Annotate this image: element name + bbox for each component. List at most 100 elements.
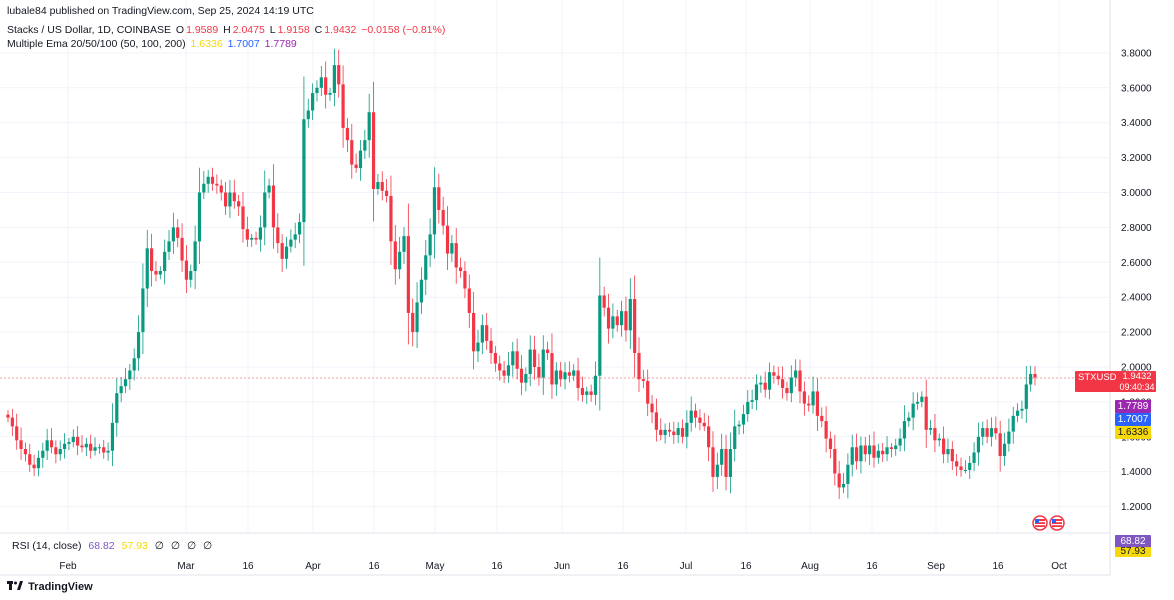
candle — [933, 414, 937, 453]
price-tag-price-right: 1.9432 — [1122, 371, 1152, 382]
candle — [837, 460, 841, 499]
candle — [54, 440, 58, 464]
candle — [97, 443, 101, 454]
candle — [384, 179, 389, 203]
candle — [32, 454, 36, 477]
candle — [93, 437, 97, 456]
candle — [350, 123, 354, 179]
candle — [946, 438, 950, 463]
candle — [737, 420, 741, 435]
candle — [989, 417, 994, 447]
candle — [815, 378, 820, 432]
candle — [176, 219, 180, 248]
candle — [685, 410, 689, 449]
x-tick-label: 16 — [491, 561, 503, 572]
candle — [928, 419, 933, 435]
ohlc-l-label: L — [269, 24, 276, 36]
candle — [1007, 418, 1011, 452]
candle — [171, 212, 175, 254]
y-axis: 1.20001.40001.60001.80002.00002.20002.40… — [1121, 48, 1152, 513]
candle — [593, 361, 598, 406]
candle — [28, 443, 32, 472]
ema-value-50: 1.7007 — [227, 38, 260, 50]
candle — [754, 374, 759, 411]
candle — [180, 223, 184, 272]
candle — [667, 422, 672, 437]
candle — [702, 412, 706, 432]
y-tick-label: 3.0000 — [1121, 188, 1152, 199]
candle — [750, 389, 754, 410]
x-tick-label: Sep — [927, 561, 945, 572]
candle — [876, 443, 880, 464]
x-tick-label: Apr — [305, 561, 321, 572]
candle — [746, 389, 750, 422]
candle — [707, 415, 711, 462]
candle — [280, 234, 284, 272]
candle — [767, 362, 772, 400]
candle — [920, 391, 924, 408]
candle — [611, 303, 615, 339]
candle — [411, 298, 415, 347]
candle — [641, 369, 645, 389]
candle — [850, 434, 854, 477]
tradingview-brand[interactable]: TradingView — [7, 581, 93, 593]
candle — [428, 218, 432, 268]
candle — [467, 274, 471, 329]
y-tick-label: 3.8000 — [1121, 48, 1152, 59]
rsi-label: RSI (14, close) — [12, 540, 82, 552]
candle — [480, 314, 484, 355]
candle — [606, 293, 611, 344]
candle — [659, 418, 663, 441]
candle — [576, 357, 580, 401]
candle — [868, 434, 872, 465]
candle — [328, 87, 332, 101]
price-tag-symbol: STXUSD — [1078, 372, 1117, 383]
candle — [872, 431, 876, 468]
candle — [937, 433, 941, 447]
candle — [998, 420, 1002, 472]
candle — [698, 409, 702, 431]
candle — [10, 408, 14, 437]
flag-icon[interactable] — [1049, 515, 1065, 531]
candle — [633, 275, 637, 378]
candle — [955, 453, 959, 476]
candle — [502, 360, 506, 384]
candle — [241, 191, 245, 243]
rsi-legend[interactable]: RSI (14, close) 68.82 57.93 ∅ ∅ ∅ ∅ — [12, 540, 216, 552]
x-tick-label: 16 — [740, 561, 752, 572]
candle — [154, 261, 158, 282]
candle — [237, 194, 241, 216]
candle — [772, 365, 776, 384]
candle — [128, 363, 132, 390]
y-tick-label: 3.4000 — [1121, 118, 1152, 129]
ema-value-100: 1.7789 — [264, 38, 297, 50]
candle — [820, 407, 824, 428]
candle — [807, 395, 811, 412]
candle — [585, 386, 589, 404]
rsi-ma-tag: 57.93 — [1115, 547, 1151, 557]
candle — [119, 377, 123, 403]
candle — [776, 366, 780, 385]
candle — [458, 257, 463, 278]
candle — [202, 170, 206, 200]
price-tag-right: 1.9432 09:40:34 — [1118, 371, 1156, 392]
flag-icon[interactable] — [1032, 515, 1048, 531]
candle — [863, 436, 867, 462]
candle — [846, 453, 850, 499]
candle — [1011, 406, 1015, 444]
ema-legend[interactable]: Multiple Ema 20/50/100 (50, 100, 200) 1.… — [7, 38, 299, 50]
x-tick-label: Jul — [680, 561, 693, 572]
candle — [189, 264, 193, 288]
y-tick-label: 2.6000 — [1121, 258, 1152, 269]
candle — [485, 312, 489, 350]
candle — [676, 422, 680, 444]
candle — [972, 442, 976, 472]
candle — [267, 178, 271, 199]
candle — [789, 365, 793, 403]
candle — [106, 442, 110, 461]
candle — [567, 361, 571, 383]
candle — [589, 384, 593, 402]
x-tick-label: 16 — [368, 561, 380, 572]
candle — [419, 267, 424, 314]
